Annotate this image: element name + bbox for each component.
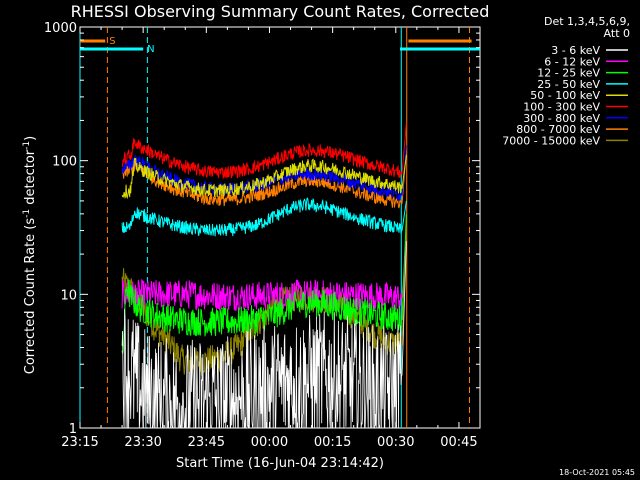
- legend-label: 3 - 6 keV: [551, 44, 600, 57]
- series-line: [121, 197, 407, 237]
- legend-label: 25 - 50 keV: [537, 78, 600, 91]
- legend-label: 50 - 100 keV: [530, 89, 600, 102]
- x-tick-label: 23:45: [188, 435, 225, 450]
- x-tick-label: 00:00: [251, 435, 288, 450]
- y-axis-ticks: 1 10 100 1000: [44, 21, 480, 437]
- series-line: [121, 241, 407, 429]
- legend-header-1: Det 1,3,4,5,6,9,: [544, 15, 630, 28]
- series-line: [121, 123, 407, 179]
- legend-label: 6 - 12 keV: [544, 55, 600, 68]
- vertical-markers: [79, 27, 470, 428]
- y-tick-label: 10: [60, 288, 77, 303]
- y-axis-label: Corrected Count Rate (s-1 detector-1): [22, 136, 38, 374]
- x-tick-label: 23:15: [61, 435, 98, 450]
- legend-label: 7000 - 15000 keV: [502, 134, 600, 147]
- flag-label-N: N: [147, 44, 154, 55]
- series-line: [121, 155, 407, 200]
- series-line: [121, 241, 407, 313]
- legend-label: 800 - 7000 keV: [516, 123, 600, 136]
- x-axis-label: Start Time (16-Jun-04 23:14:42): [176, 456, 384, 471]
- flag-label-S: S: [109, 36, 115, 47]
- x-tick-label: 23:30: [124, 435, 161, 450]
- legend-header-2: Att 0: [604, 27, 630, 40]
- series-line: [121, 145, 407, 202]
- x-tick-label: 00:30: [377, 435, 414, 450]
- series-lines: [121, 123, 407, 429]
- chart-title: RHESSI Observing Summary Count Rates, Co…: [71, 2, 490, 21]
- x-axis-ticks: 23:15 23:30 23:45 00:00 00:15 00:30 00:45: [61, 27, 481, 450]
- legend-label: 300 - 800 keV: [523, 112, 600, 125]
- x-tick-label: 00:45: [440, 435, 477, 450]
- legend-label: 100 - 300 keV: [523, 101, 600, 114]
- flag-bars: SN: [80, 36, 480, 55]
- y-tick-label: 1: [69, 422, 77, 437]
- legend-label: 12 - 25 keV: [537, 67, 600, 80]
- y-tick-label: 1000: [44, 21, 77, 36]
- y-tick-label: 100: [52, 155, 77, 170]
- timestamp: 18-Oct-2021 05:45: [559, 468, 635, 477]
- x-tick-label: 00:15: [314, 435, 351, 450]
